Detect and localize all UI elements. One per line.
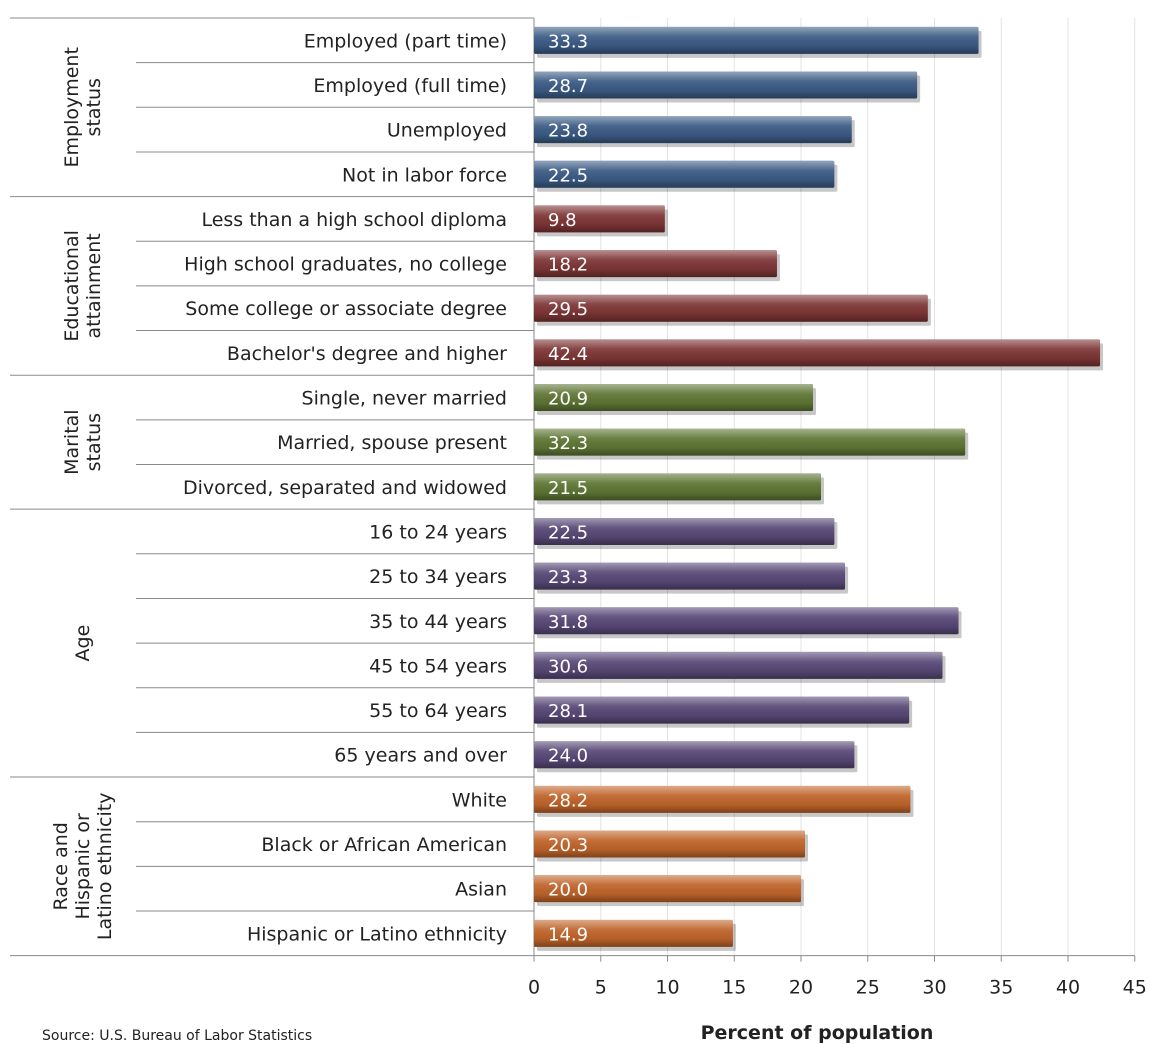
category-label: 45 to 54 years xyxy=(369,655,507,677)
bar-value-label: 20.0 xyxy=(548,880,588,901)
bar-value-label: 31.8 xyxy=(548,612,588,633)
bar-gloss xyxy=(534,830,806,858)
bar-value-label: 33.3 xyxy=(548,31,588,52)
group-label-line: Latino ethnicity xyxy=(94,793,116,941)
group-label-line: attainment xyxy=(83,233,105,338)
x-tick-label: 30 xyxy=(922,977,946,999)
bar-gloss xyxy=(534,250,777,278)
category-label: Married, spouse present xyxy=(277,432,507,454)
group-label: Maritalstatus xyxy=(61,409,105,475)
bar-gloss xyxy=(534,919,733,947)
group-labels: EmploymentstatusEducationalattainmentMar… xyxy=(50,47,116,940)
bar-value-label: 30.6 xyxy=(548,656,588,677)
x-tick-label: 35 xyxy=(989,977,1013,999)
x-tick-label: 0 xyxy=(528,977,540,999)
group-label-line: status xyxy=(83,413,105,471)
bar-gloss xyxy=(534,26,979,54)
category-label: Bachelor's degree and higher xyxy=(227,343,507,365)
group-label: Race andHispanic orLatino ethnicity xyxy=(50,793,116,941)
category-label: Divorced, separated and widowed xyxy=(183,477,507,499)
bars: 33.3 28.7 23.8 22.5 9.8 18.2 29.5 42.4 20.9 32.3 2… xyxy=(534,26,1104,951)
group-label-line: Hispanic or xyxy=(72,813,94,920)
bar-gloss xyxy=(534,785,911,813)
bar-gloss xyxy=(534,607,959,635)
bar-gloss xyxy=(534,339,1101,367)
bar-gloss xyxy=(534,562,846,590)
category-label: 25 to 34 years xyxy=(369,566,507,588)
x-tick-label: 40 xyxy=(1056,977,1080,999)
bar-value-label: 28.2 xyxy=(548,790,588,811)
bar-value-label: 23.8 xyxy=(548,121,588,142)
bar-value-label: 20.3 xyxy=(548,835,588,856)
bar-value-label: 24.0 xyxy=(548,746,588,767)
group-label: Employmentstatus xyxy=(61,47,105,167)
category-label: Unemployed xyxy=(387,120,507,142)
bar-gloss xyxy=(534,116,852,144)
group-label-line: Age xyxy=(72,625,94,662)
bar-value-label: 42.4 xyxy=(548,344,588,365)
bar-gloss xyxy=(534,71,918,99)
category-label: Less than a high school diploma xyxy=(201,209,507,231)
category-label: Employed (full time) xyxy=(313,75,507,97)
bar-gloss xyxy=(534,875,801,903)
category-labels: Employed (part time) Employed (full time)… xyxy=(183,30,507,945)
category-label: 35 to 44 years xyxy=(369,611,507,633)
bar-value-label: 23.3 xyxy=(548,567,588,588)
bar-gloss xyxy=(534,428,966,456)
category-label: 55 to 64 years xyxy=(369,700,507,722)
group-label-line: Race and xyxy=(50,822,72,910)
group-label-line: Educational xyxy=(61,230,83,342)
bar-value-label: 22.5 xyxy=(548,522,588,543)
bar-value-label: 14.9 xyxy=(548,924,588,945)
x-tick-label: 25 xyxy=(856,977,880,999)
category-label: 65 years and over xyxy=(334,745,507,767)
bar-value-label: 28.1 xyxy=(548,701,588,722)
category-label: Black or African American xyxy=(261,834,507,856)
bar-gloss xyxy=(534,651,943,679)
bar-value-label: 22.5 xyxy=(548,165,588,186)
category-label: Some college or associate degree xyxy=(185,298,507,320)
group-label-line: status xyxy=(83,78,105,136)
category-label: 16 to 24 years xyxy=(369,521,507,543)
x-axis: 0 5 10 15 20 25 30 35 40 45 xyxy=(528,955,1147,999)
x-axis-title: Percent of population xyxy=(701,1022,934,1044)
category-label: High school graduates, no college xyxy=(184,254,507,276)
category-label: Hispanic or Latino ethnicity xyxy=(247,923,507,945)
source-note: Source: U.S. Bureau of Labor Statistics xyxy=(42,1028,313,1044)
bar-value-label: 32.3 xyxy=(548,433,588,454)
group-label-line: Employment xyxy=(61,47,83,167)
category-label: Not in labor force xyxy=(342,164,507,186)
bar-gloss xyxy=(534,160,835,188)
bar-gloss xyxy=(534,696,910,724)
bar-value-label: 9.8 xyxy=(548,210,577,231)
group-label-line: Marital xyxy=(61,409,83,475)
category-label: Asian xyxy=(455,879,507,901)
x-tick-label: 10 xyxy=(655,977,679,999)
bar-value-label: 18.2 xyxy=(548,255,588,276)
group-label: Age xyxy=(72,625,94,662)
bar-gloss xyxy=(534,384,814,412)
bar-gloss xyxy=(534,205,665,233)
x-tick-label: 20 xyxy=(789,977,813,999)
x-tick-label: 15 xyxy=(722,977,746,999)
bar-gloss xyxy=(534,741,855,769)
bar-value-label: 20.9 xyxy=(548,389,588,410)
bar-value-label: 29.5 xyxy=(548,299,588,320)
group-label: Educationalattainment xyxy=(61,230,105,342)
x-tick-label: 45 xyxy=(1123,977,1147,999)
x-tick-label: 5 xyxy=(595,977,607,999)
bar-gloss xyxy=(534,473,822,501)
bar-gloss xyxy=(534,294,928,322)
category-label: Employed (part time) xyxy=(304,30,507,52)
category-label: White xyxy=(452,789,507,811)
category-label: Single, never married xyxy=(302,388,507,410)
bar-gloss xyxy=(534,517,835,545)
bar-value-label: 28.7 xyxy=(548,76,588,97)
bar-value-label: 21.5 xyxy=(548,478,588,499)
